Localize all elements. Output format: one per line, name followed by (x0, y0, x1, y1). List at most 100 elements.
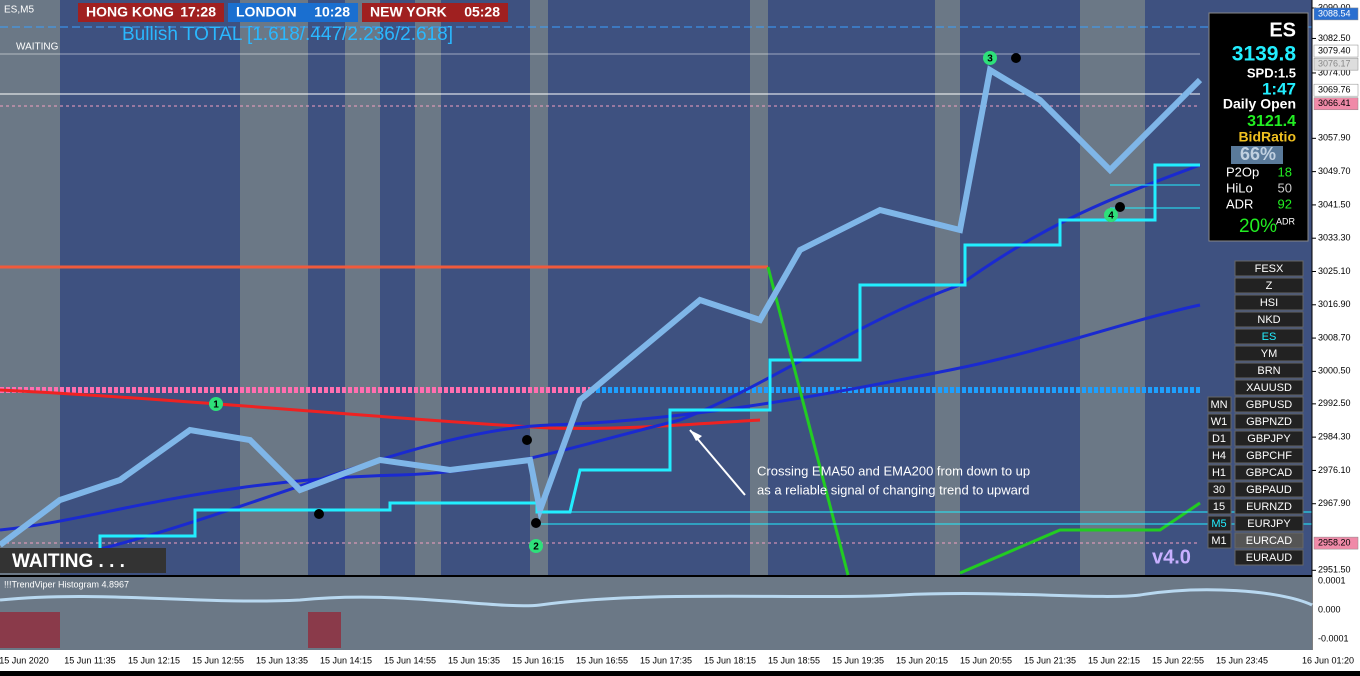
panel-text: 92 (1278, 196, 1292, 211)
marker (983, 51, 997, 65)
symbol-button[interactable] (1234, 260, 1304, 277)
clock-bg (228, 3, 358, 22)
x-tick-label: 15 Jun 12:55 (192, 655, 244, 665)
timeframe-button[interactable] (1207, 481, 1232, 498)
symbol-button[interactable] (1234, 396, 1304, 413)
timeframe-button[interactable] (1207, 447, 1232, 464)
price-tag-label: 3066.41 (1318, 98, 1351, 108)
timeframe-button[interactable] (1207, 498, 1232, 515)
symbol-button[interactable] (1234, 328, 1304, 345)
x-tick-label: 15 Jun 11:35 (64, 655, 115, 665)
clock-bg (78, 3, 224, 22)
panel-text: 20% (1239, 216, 1277, 237)
clock-time: 17:28 (180, 4, 216, 20)
banner-bg (0, 548, 166, 573)
panel-text: ADR (1226, 196, 1253, 211)
y-tick-label: 3082.50 (1318, 33, 1351, 43)
price-tag-label: 3069.76 (1318, 85, 1351, 95)
info-panel (1208, 12, 1309, 242)
symbol-button[interactable] (1234, 413, 1304, 430)
symbol-label: NKD (1257, 314, 1280, 326)
x-tick-label: 15 Jun 23:45 (1216, 655, 1268, 665)
timeframe-button[interactable] (1207, 532, 1232, 549)
timeframe-label: H1 (1212, 467, 1226, 479)
y-tick-label: 3000.50 (1318, 366, 1351, 376)
y-tick-label: 2976.10 (1318, 465, 1351, 475)
symbol-label: GBPCHF (1246, 450, 1292, 462)
symbol-label: HSI (1260, 297, 1278, 309)
clock-city: HONG KONG (86, 4, 174, 20)
panel-text: P2Op (1226, 164, 1259, 179)
x-tick-label: 15 Jun 20:55 (960, 655, 1012, 665)
y-tick-label: 2984.30 (1318, 432, 1351, 442)
marker-label: 2 (533, 542, 539, 553)
panel-text: 3121.4 (1247, 113, 1296, 130)
x-tick-label: 15 Jun 13:35 (256, 655, 308, 665)
hist-tick-label: 0.000 (1318, 604, 1341, 614)
histogram-title: !!!TrendViper Histogram 4.8967 (4, 579, 129, 589)
timeframe-label: W1 (1211, 416, 1228, 428)
x-tick-label: 15 Jun 19:35 (832, 655, 884, 665)
timeframe-button[interactable] (1207, 430, 1232, 447)
y-tick-label: 3041.50 (1318, 199, 1351, 209)
clock-city: NEW YORK (370, 4, 447, 20)
timeframe-button[interactable] (1207, 515, 1232, 532)
timeframe-label: 30 (1213, 484, 1225, 496)
y-tick-label: 3090.00 (1318, 2, 1351, 12)
indicator-lines (0, 26, 1312, 576)
symbol-button[interactable] (1234, 532, 1304, 549)
price-tag (1313, 57, 1359, 71)
session-bands (0, 0, 1145, 575)
symbol-button[interactable] (1234, 481, 1304, 498)
timeframe-button[interactable] (1207, 464, 1232, 481)
marker (209, 397, 223, 411)
symbol-label: BRN (1257, 365, 1280, 377)
symbol-button[interactable] (1234, 515, 1304, 532)
symbol-button[interactable] (1234, 345, 1304, 362)
timeframe-label: MN (1210, 399, 1227, 411)
symbol-button[interactable] (1234, 430, 1304, 447)
clock-city: LONDON (236, 4, 297, 20)
price-tag (1313, 83, 1359, 97)
clock-time: 10:28 (314, 4, 350, 20)
symbol-button[interactable] (1234, 294, 1304, 311)
panel-text: SPD:1.5 (1247, 65, 1296, 80)
panel-text: 1:47 (1262, 79, 1296, 98)
price-tag-label: 3076.17 (1318, 59, 1351, 69)
symbol-button[interactable] (1234, 447, 1304, 464)
panel-text: ES (1269, 19, 1296, 41)
histogram-line (0, 588, 1313, 608)
timeframe-label: M1 (1211, 535, 1226, 547)
symbol-button[interactable] (1234, 498, 1304, 515)
x-tick-label: 16 Jun 01:20 (1302, 655, 1354, 665)
symbol-button[interactable] (1234, 549, 1304, 566)
panel-text: HiLo (1226, 180, 1253, 195)
symbol-label: GBPUSD (1246, 399, 1293, 411)
symbol-button[interactable] (1234, 277, 1304, 294)
symbol-label: FESX (1255, 263, 1284, 275)
ratio-bg (1231, 146, 1283, 164)
price-tag-label: 3088.54 (1318, 8, 1351, 18)
version: v4.0 (1152, 546, 1191, 568)
x-tick-label: 15 Jun 2020 (0, 655, 49, 665)
timeframe-label: H4 (1212, 450, 1226, 462)
histogram-bg (0, 577, 1312, 650)
marker (529, 539, 543, 553)
symbol-button[interactable] (1234, 311, 1304, 328)
panel-text: BidRatio (1238, 129, 1296, 145)
timeframe-button[interactable] (1207, 413, 1232, 430)
price-tag (1313, 44, 1359, 58)
x-tick-label: 15 Jun 16:55 (576, 655, 628, 665)
histogram-bar (308, 612, 341, 648)
signal: Bullish TOTAL [1.618/.447/2.236/2.618] (122, 24, 453, 45)
symbol-button[interactable] (1234, 464, 1304, 481)
symbol-button[interactable] (1234, 362, 1304, 379)
symbol-label: EURJPY (1247, 518, 1291, 530)
x-tick-label: 15 Jun 15:35 (448, 655, 500, 665)
symbol-label: EURNZD (1246, 501, 1292, 513)
symbol-label: GBPCAD (1246, 467, 1293, 479)
timeframe-button[interactable] (1207, 396, 1232, 413)
symbol-button[interactable] (1234, 379, 1304, 396)
